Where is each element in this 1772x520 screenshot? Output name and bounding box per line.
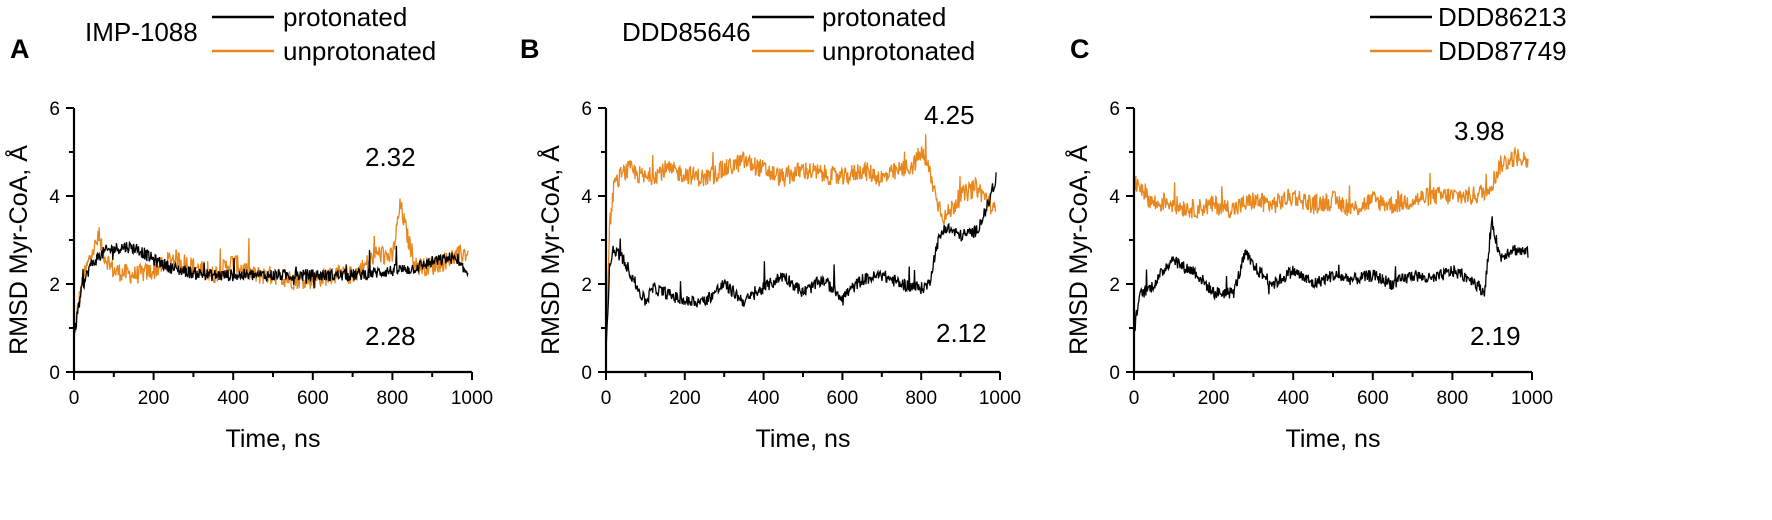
legend-label: unprotonated bbox=[822, 36, 975, 66]
legend-label: DDD87749 bbox=[1438, 36, 1567, 66]
compound-label: IMP-1088 bbox=[85, 17, 198, 47]
x-tick-label: 0 bbox=[1129, 388, 1140, 409]
annotation-unprotonated: 2.32 bbox=[365, 142, 416, 172]
y-tick-label: 0 bbox=[1109, 363, 1120, 384]
x-axis-label: Time, ns bbox=[226, 425, 321, 453]
x-tick-label: 800 bbox=[905, 388, 937, 409]
panel-letter: C bbox=[1070, 34, 1090, 64]
compound-label: DDD85646 bbox=[622, 17, 751, 47]
annotation-unprotonated: 4.25 bbox=[924, 100, 975, 130]
x-tick-label: 1000 bbox=[979, 388, 1021, 409]
x-tick-label: 800 bbox=[1437, 388, 1469, 409]
y-axis-label: RMSD Myr-CoA, Å bbox=[3, 145, 33, 355]
y-tick-label: 0 bbox=[49, 363, 60, 384]
y-tick-label: 2 bbox=[581, 275, 592, 296]
annotation-protonated: 2.12 bbox=[936, 318, 987, 348]
chart-panel-b: B DDD85646 protonated unprotonated 0 2 4 6 0 200 4… bbox=[520, 2, 1021, 453]
y-tick-label: 6 bbox=[49, 99, 60, 120]
x-tick-label: 400 bbox=[748, 388, 780, 409]
x-axis-label: Time, ns bbox=[756, 425, 851, 453]
x-tick-label: 200 bbox=[669, 388, 701, 409]
series-line-protonated bbox=[605, 172, 997, 351]
series-line-ddd86213 bbox=[1133, 216, 1529, 338]
y-tick-label: 4 bbox=[49, 187, 60, 208]
legend-label: protonated bbox=[822, 2, 946, 32]
y-tick-label: 0 bbox=[581, 363, 592, 384]
y-tick-label: 2 bbox=[49, 275, 60, 296]
x-tick-label: 400 bbox=[1277, 388, 1309, 409]
series-line-ddd87749 bbox=[1133, 146, 1529, 219]
y-tick-label: 4 bbox=[581, 187, 592, 208]
x-tick-label: 600 bbox=[1357, 388, 1389, 409]
legend-label: unprotonated bbox=[283, 36, 436, 66]
x-tick-label: 1000 bbox=[451, 388, 493, 409]
y-axis-label: RMSD Myr-CoA, Å bbox=[1063, 145, 1093, 355]
x-tick-label: 1000 bbox=[1511, 388, 1553, 409]
chart-panel-a: A IMP-1088 protonated unprotonated 0 2 4 6 0 200 4… bbox=[3, 2, 493, 453]
legend-label: protonated bbox=[283, 2, 407, 32]
series-line-unprotonated bbox=[605, 134, 997, 329]
y-tick-label: 6 bbox=[1109, 99, 1120, 120]
x-tick-label: 600 bbox=[827, 388, 859, 409]
series-line-unprotonated bbox=[73, 198, 469, 339]
y-axis-label: RMSD Myr-CoA, Å bbox=[535, 145, 565, 355]
x-axis-label: Time, ns bbox=[1286, 425, 1381, 453]
annotation-ddd87749: 3.98 bbox=[1454, 116, 1505, 146]
y-tick-label: 2 bbox=[1109, 275, 1120, 296]
annotation-ddd86213: 2.19 bbox=[1470, 321, 1521, 351]
y-tick-label: 4 bbox=[1109, 187, 1120, 208]
x-tick-label: 0 bbox=[69, 388, 80, 409]
legend-label: DDD86213 bbox=[1438, 2, 1567, 32]
y-tick-label: 6 bbox=[581, 99, 592, 120]
x-tick-label: 800 bbox=[377, 388, 409, 409]
x-tick-label: 600 bbox=[297, 388, 329, 409]
panel-letter: A bbox=[10, 34, 30, 64]
chart-panel-c: C DDD86213 DDD87749 0 2 4 6 0 200 400 600 800 1000 Ti… bbox=[1063, 2, 1567, 453]
series-line-protonated bbox=[73, 240, 469, 341]
x-tick-label: 0 bbox=[601, 388, 612, 409]
panel-letter: B bbox=[520, 34, 540, 64]
x-tick-label: 200 bbox=[1198, 388, 1230, 409]
x-tick-label: 400 bbox=[217, 388, 249, 409]
x-tick-label: 200 bbox=[138, 388, 170, 409]
annotation-protonated: 2.28 bbox=[365, 321, 416, 351]
